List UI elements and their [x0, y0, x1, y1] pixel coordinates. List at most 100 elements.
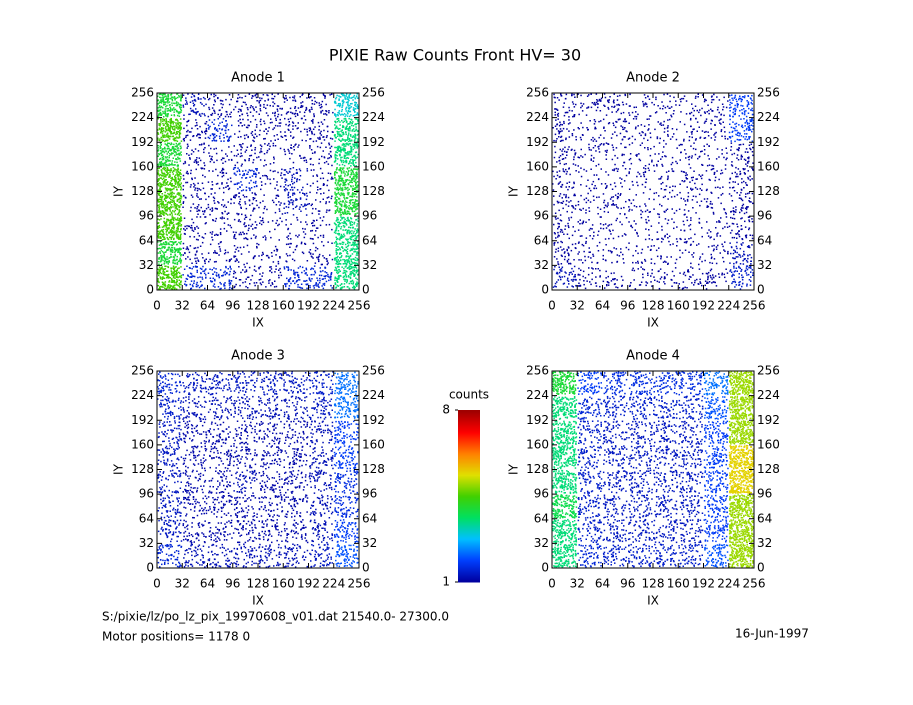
pixel	[228, 136, 231, 138]
pixel	[554, 266, 556, 268]
pixel	[170, 253, 172, 255]
pixel	[222, 199, 224, 201]
pixel	[259, 109, 262, 112]
pixel	[160, 203, 163, 205]
pixel	[213, 200, 215, 202]
pixel	[295, 109, 297, 112]
pixel	[327, 196, 330, 198]
pixel	[170, 192, 172, 195]
pixel	[192, 109, 194, 112]
pixel	[174, 288, 176, 290]
pixel	[352, 99, 354, 101]
pixel	[171, 163, 173, 166]
pixel	[345, 180, 348, 182]
pixel	[178, 152, 180, 155]
pixel	[345, 222, 347, 225]
pixel	[567, 277, 569, 280]
pixel	[269, 230, 271, 233]
pixel	[338, 188, 340, 191]
pixel	[675, 282, 678, 284]
pixel	[263, 153, 266, 155]
pixel	[337, 230, 340, 232]
pixel	[171, 216, 173, 218]
pixel	[574, 278, 576, 281]
pixel	[344, 205, 346, 207]
pixel	[305, 140, 307, 142]
pixel	[179, 111, 181, 113]
pixel	[160, 152, 162, 155]
pixel	[217, 97, 219, 99]
pixel	[265, 254, 268, 257]
pixel	[318, 253, 321, 256]
pixel	[325, 202, 327, 205]
pixel	[238, 202, 240, 205]
pixel	[245, 278, 247, 280]
pixel	[179, 262, 182, 264]
pixel	[235, 174, 237, 176]
pixel	[258, 255, 260, 257]
pixel	[299, 96, 301, 98]
pixel	[180, 127, 182, 129]
pixel	[343, 271, 346, 274]
pixel	[323, 192, 325, 194]
pixel	[171, 212, 173, 214]
pixel	[269, 163, 272, 165]
pixel	[340, 179, 343, 181]
pixel	[157, 167, 159, 170]
pixel	[200, 198, 202, 200]
pixel	[341, 255, 343, 257]
pixel	[174, 254, 177, 257]
pixel	[170, 135, 172, 138]
pixel	[237, 111, 240, 113]
pixel	[634, 288, 637, 290]
pixel	[335, 220, 338, 222]
pixel	[158, 269, 160, 271]
pixel	[343, 196, 345, 199]
pixel	[177, 137, 179, 139]
pixel	[236, 182, 239, 184]
pixel	[355, 165, 357, 167]
pixel	[175, 186, 178, 188]
pixel	[356, 184, 359, 186]
pixel	[157, 201, 160, 203]
pixel	[340, 189, 342, 191]
pixel	[328, 143, 331, 146]
pixel	[249, 176, 251, 178]
pixel	[290, 282, 292, 285]
pixel	[279, 204, 281, 206]
pixel	[338, 198, 341, 200]
pixel	[214, 127, 216, 129]
pixel	[176, 145, 178, 148]
pixel	[166, 133, 168, 136]
pixel	[347, 183, 350, 186]
pixel	[162, 242, 165, 244]
pixel	[161, 140, 164, 142]
pixel	[215, 152, 218, 155]
pixel	[300, 241, 303, 244]
pixel	[338, 104, 341, 107]
pixel	[339, 104, 342, 106]
pixel	[171, 248, 173, 251]
pixel	[162, 97, 164, 99]
pixel	[280, 135, 282, 138]
pixel	[259, 99, 262, 102]
pixel	[325, 211, 328, 213]
pixel	[157, 180, 159, 183]
pixel	[198, 144, 201, 146]
pixel	[309, 111, 311, 113]
pixel	[170, 232, 173, 234]
pixel	[191, 229, 194, 231]
pixel	[355, 209, 357, 211]
pixel	[167, 284, 170, 286]
pixel	[299, 155, 301, 157]
pixel	[248, 251, 250, 253]
pixel	[272, 128, 274, 131]
pixel	[280, 274, 283, 277]
pixel	[583, 280, 585, 282]
pixel	[351, 244, 353, 246]
pixel	[349, 176, 351, 178]
pixel	[171, 286, 174, 288]
pixel	[195, 260, 197, 262]
pixel	[323, 136, 325, 138]
pixel	[213, 99, 216, 101]
